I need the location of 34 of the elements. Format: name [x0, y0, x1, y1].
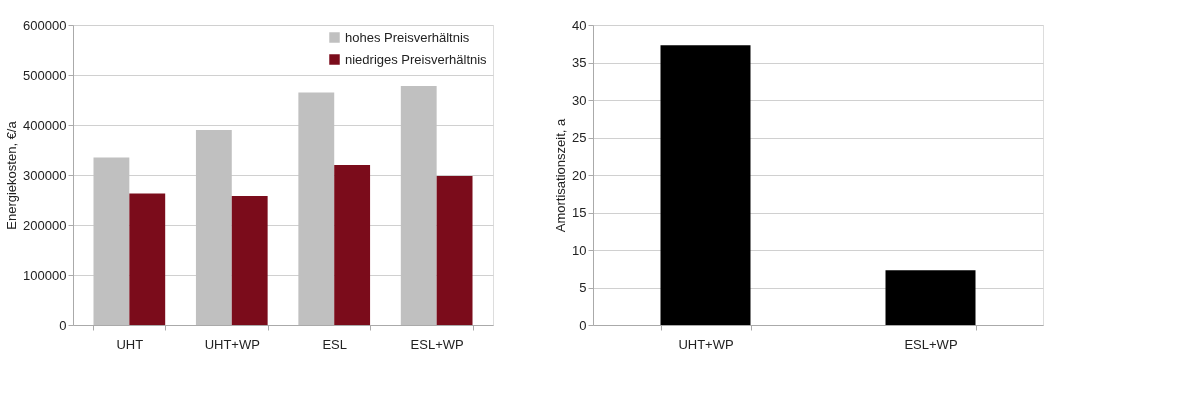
x-tick-label: ESL+WP	[904, 336, 958, 352]
y-tick-label: 500000	[23, 67, 67, 83]
bar	[129, 193, 166, 325]
legend-label: niedriges Preisverhältnis	[345, 51, 488, 67]
bar	[334, 165, 371, 325]
bar	[231, 196, 268, 325]
x-tick-label: UHT+WP	[678, 336, 734, 352]
y-tick-label: 200000	[23, 217, 67, 233]
y-tick-label: 20	[572, 167, 587, 183]
legend-label: hohes Preisverhältnis	[345, 29, 470, 45]
x-tick-label: UHT	[116, 336, 144, 352]
bar	[436, 176, 473, 325]
bar	[400, 86, 437, 325]
y-tick-label: 15	[572, 205, 587, 220]
y-tick-label: 25	[572, 130, 587, 145]
y-tick-label: 600000	[23, 17, 67, 33]
y-tick-label: 0	[59, 317, 67, 333]
x-tick-label: ESL+WP	[410, 336, 464, 352]
y-axis-title: Energiekosten, €/a	[4, 120, 20, 230]
y-tick-label: 100000	[23, 267, 67, 283]
bar	[298, 92, 335, 325]
bar	[93, 157, 130, 325]
y-axis-title: Amortisationszeit, a	[553, 118, 569, 233]
y-tick-label: 300000	[23, 167, 67, 183]
bar	[195, 130, 232, 325]
y-tick-label: 5	[579, 280, 587, 295]
y-tick-label: 400000	[23, 117, 67, 133]
x-tick-label: UHT+WP	[204, 336, 260, 352]
y-tick-label: 40	[572, 17, 587, 33]
x-tick-label: ESL	[322, 336, 348, 352]
y-tick-label: 0	[579, 317, 587, 333]
y-tick-label: 35	[572, 55, 587, 70]
y-tick-label: 30	[572, 92, 587, 108]
y-tick-label: 10	[572, 242, 587, 258]
